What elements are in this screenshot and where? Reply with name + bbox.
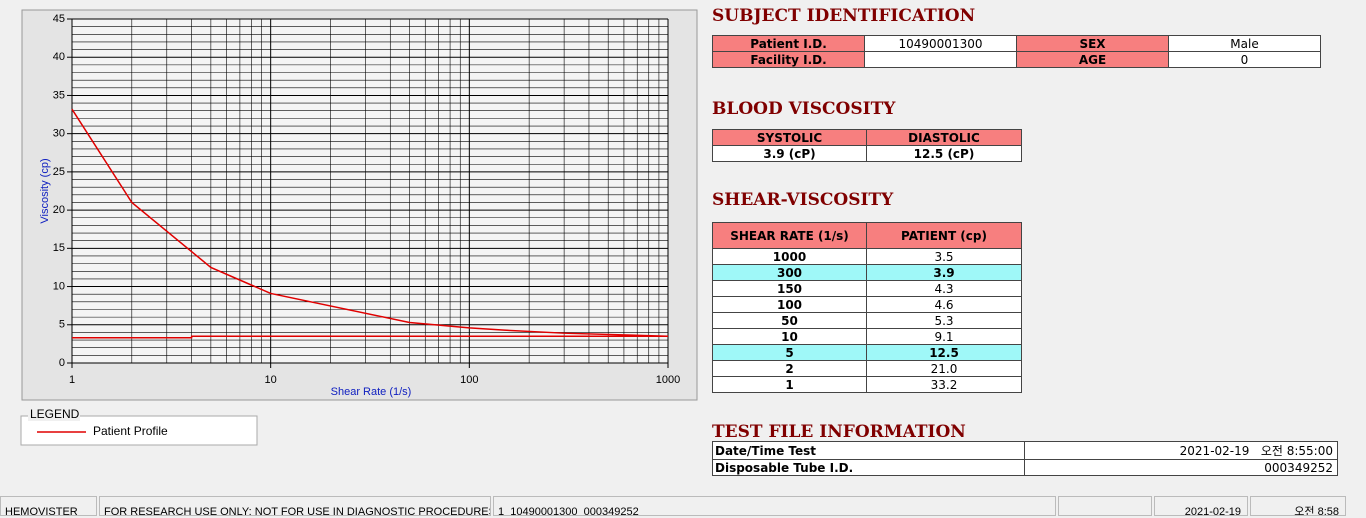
field-label: Patient I.D. bbox=[712, 35, 865, 52]
field-value: 10490001300 bbox=[864, 35, 1017, 52]
table-row: 50 5.3 bbox=[712, 312, 1022, 329]
section-title: TEST FILE INFORMATION bbox=[712, 422, 966, 442]
cell: 1 bbox=[712, 376, 867, 393]
x-axis-label: Shear Rate (1/s) bbox=[331, 386, 412, 398]
cell: 5.3 bbox=[866, 312, 1022, 329]
table-row: 1000 3.5 bbox=[712, 248, 1022, 265]
column-header: PATIENT (cp) bbox=[866, 222, 1022, 249]
cell: 3.9 bbox=[866, 264, 1022, 281]
status-cell bbox=[1058, 496, 1152, 516]
x-tick-label: 1000 bbox=[656, 374, 680, 386]
cell: 12.5 (cP) bbox=[866, 145, 1022, 162]
data-line bbox=[72, 335, 668, 339]
table-row: 1 33.2 bbox=[712, 376, 1022, 393]
y-tick-label: 35 bbox=[53, 89, 65, 101]
y-tick-label: 10 bbox=[53, 280, 65, 292]
status-cell: 2021-02-19 bbox=[1154, 496, 1248, 516]
section-title: SUBJECT IDENTIFICATION bbox=[712, 6, 976, 26]
y-tick-label: 30 bbox=[53, 128, 65, 140]
table-row: 2 21.0 bbox=[712, 360, 1022, 377]
x-tick-label: 10 bbox=[265, 374, 277, 386]
cell: 4.3 bbox=[866, 280, 1022, 297]
subject-table: Patient I.D. 10490001300 SEX Male Facility … bbox=[712, 35, 1321, 68]
cell: 50 bbox=[712, 312, 867, 329]
field-label: AGE bbox=[1016, 51, 1169, 68]
section-title: BLOOD VISCOSITY bbox=[712, 99, 896, 119]
field-value: 0 bbox=[1168, 51, 1321, 68]
status-cell: FOR RESEARCH USE ONLY: NOT FOR USE IN DI… bbox=[99, 496, 491, 516]
x-tick-label: 1 bbox=[69, 374, 75, 386]
column-header: SYSTOLIC bbox=[712, 129, 867, 146]
field-value: 2021-02-19 오전 8:55:00 bbox=[1024, 441, 1338, 460]
cell: 300 bbox=[712, 264, 867, 281]
y-axis-label: Viscosity (cp) bbox=[39, 158, 51, 223]
field-label: Date/Time Test bbox=[712, 441, 1025, 460]
cell: 12.5 bbox=[866, 344, 1022, 361]
cell: 4.6 bbox=[866, 296, 1022, 313]
y-tick-label: 20 bbox=[53, 204, 65, 216]
x-tick-label: 100 bbox=[460, 374, 478, 386]
test-file-table: Date/Time Test 2021-02-19 오전 8:55:00 Disp… bbox=[712, 441, 1338, 476]
field-label: Disposable Tube I.D. bbox=[712, 459, 1025, 476]
column-header: SHEAR RATE (1/s) bbox=[712, 222, 867, 249]
cell: 10 bbox=[712, 328, 867, 345]
blood-table: SYSTOLIC DIASTOLIC 3.9 (cP) 12.5 (cP) bbox=[712, 129, 1022, 162]
table-row: 100 4.6 bbox=[712, 296, 1022, 313]
y-tick-label: 40 bbox=[53, 51, 65, 63]
legend-title-bg bbox=[28, 409, 80, 421]
cell: 3.5 bbox=[866, 248, 1022, 265]
status-cell: HEMOVISTER bbox=[0, 496, 97, 516]
shear-table: SHEAR RATE (1/s) PATIENT (cp) 1000 3.5 300 3… bbox=[712, 222, 1022, 393]
cell: 21.0 bbox=[866, 360, 1022, 377]
cell: 150 bbox=[712, 280, 867, 297]
data-line bbox=[71, 108, 669, 337]
cell: 9.1 bbox=[866, 328, 1022, 345]
status-cell: 1 10490001300 000349252 bbox=[493, 496, 1056, 516]
y-tick-label: 0 bbox=[59, 357, 65, 369]
status-bar: HEMOVISTER FOR RESEARCH USE ONLY: NOT FO… bbox=[0, 496, 1366, 518]
y-tick-label: 15 bbox=[53, 242, 65, 254]
y-tick-label: 25 bbox=[53, 166, 65, 178]
field-label: SEX bbox=[1016, 35, 1169, 52]
legend-title: LEGEND bbox=[30, 407, 80, 421]
cell: 5 bbox=[712, 344, 867, 361]
plot-area bbox=[72, 19, 668, 363]
field-value: 000349252 bbox=[1024, 459, 1338, 476]
cell: 2 bbox=[712, 360, 867, 377]
y-tick-label: 45 bbox=[53, 13, 65, 25]
column-header: DIASTOLIC bbox=[866, 129, 1022, 146]
table-row: 5 12.5 bbox=[712, 344, 1022, 361]
field-value bbox=[864, 51, 1017, 68]
field-value: Male bbox=[1168, 35, 1321, 52]
legend-label: Patient Profile bbox=[93, 424, 168, 438]
section-title: SHEAR-VISCOSITY bbox=[712, 190, 894, 210]
cell: 3.9 (cP) bbox=[712, 145, 867, 162]
cell: 1000 bbox=[712, 248, 867, 265]
y-tick-label: 5 bbox=[59, 319, 65, 331]
table-row: 300 3.9 bbox=[712, 264, 1022, 281]
field-label: Facility I.D. bbox=[712, 51, 865, 68]
chart: Shear Rate (1/s) Viscosity (cp) LEGEND 0… bbox=[20, 9, 698, 446]
table-row: 150 4.3 bbox=[712, 280, 1022, 297]
table-row: 10 9.1 bbox=[712, 328, 1022, 345]
cell: 100 bbox=[712, 296, 867, 313]
cell: 33.2 bbox=[866, 376, 1022, 393]
status-cell: 오전 8:58 bbox=[1250, 496, 1346, 516]
